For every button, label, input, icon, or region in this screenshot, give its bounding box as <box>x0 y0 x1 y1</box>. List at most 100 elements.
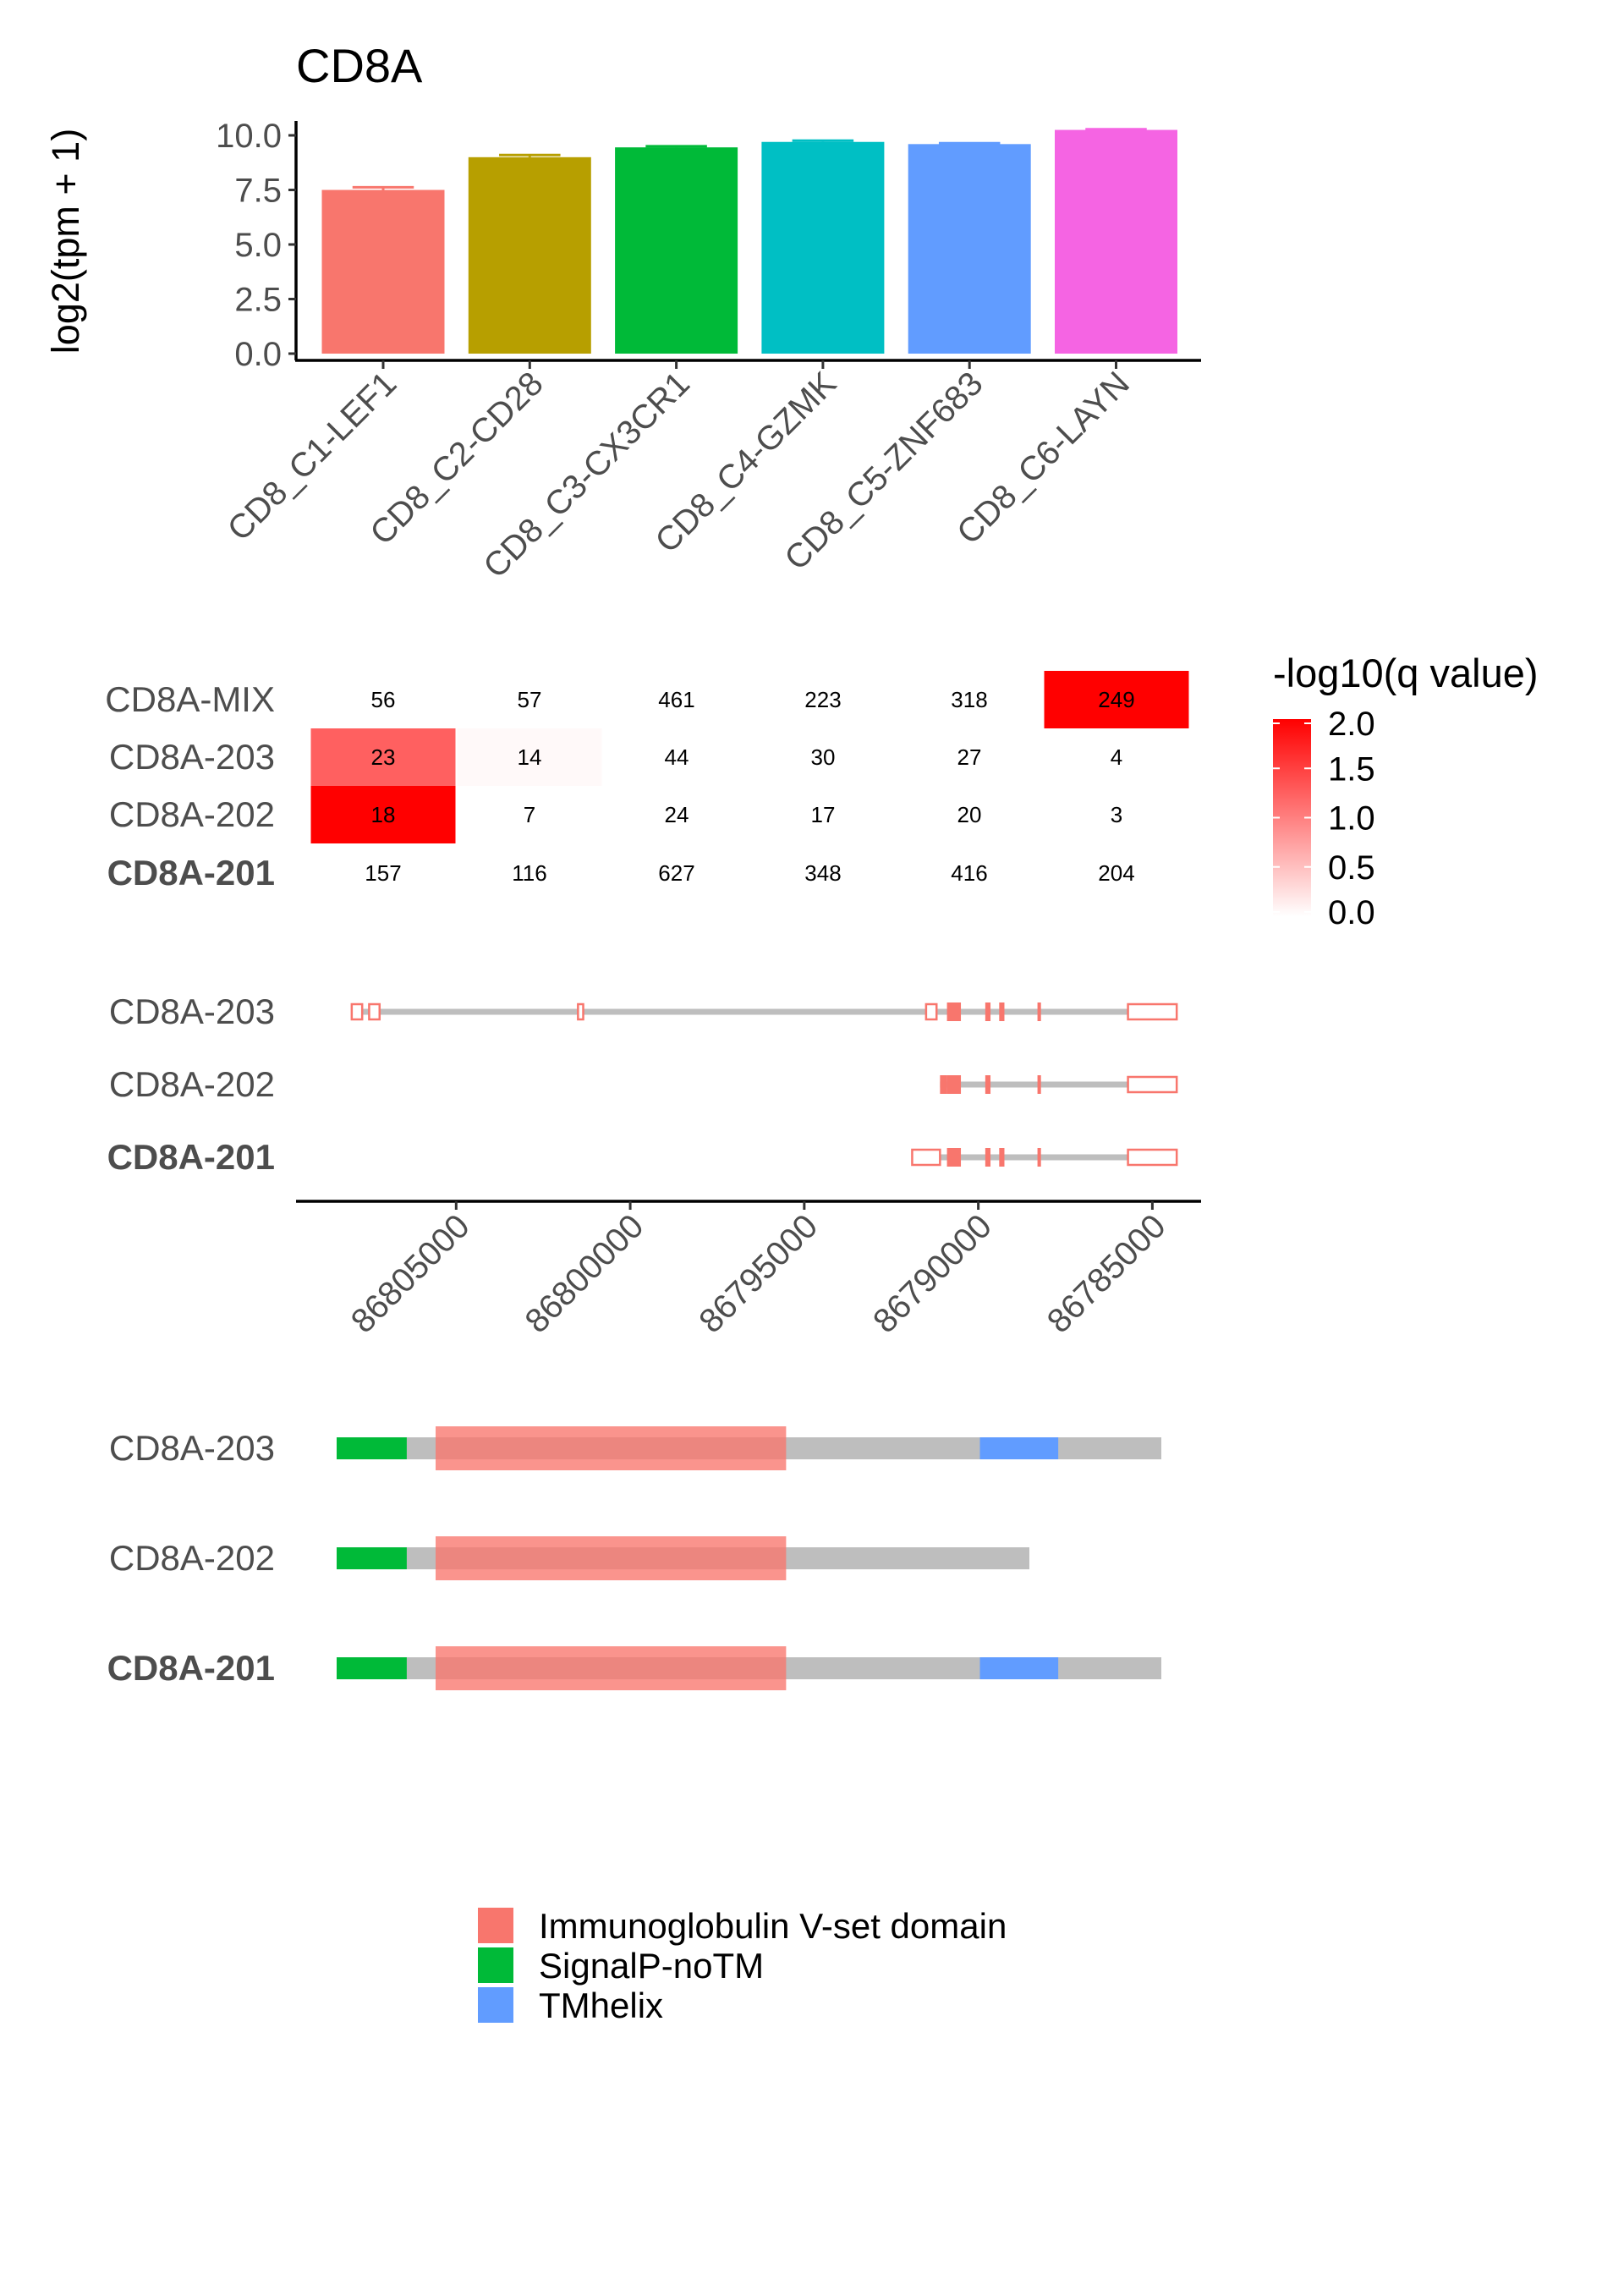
protein-row-label: CD8A-203 <box>109 1428 275 1468</box>
colorbar-tick-label: 0.5 <box>1328 849 1375 887</box>
heatmap-row-label: CD8A-MIX <box>105 679 275 719</box>
colorbar-tick-label: 0.0 <box>1328 894 1375 931</box>
heatmap-row-label: CD8A-202 <box>109 794 275 834</box>
domain-signalp-notm <box>337 1657 407 1679</box>
coding-exon <box>985 1002 991 1021</box>
coding-exon <box>946 1148 962 1167</box>
colorbar-tick-label: 1.0 <box>1328 800 1375 838</box>
legend-label: TMhelix <box>539 1986 663 2025</box>
heatmap-colorbar-legend: -log10(q value) 0.0 0.5 1.0 1.5 2.0 <box>1273 651 1539 931</box>
heatmap-cell <box>1044 671 1189 728</box>
domain-immunoglobulin-v-set-domain <box>436 1426 787 1470</box>
heatmap-cell-label: 4 <box>1111 744 1122 770</box>
coding-exon <box>940 1075 947 1094</box>
y-tick-label: 7.5 <box>234 173 282 210</box>
heatmap-cell-label: 116 <box>512 860 546 886</box>
gene-models <box>350 1002 1178 1167</box>
heatmap-cell <box>457 728 602 786</box>
heatmap-cell <box>310 728 456 786</box>
gene-row-labels: CD8A-203 CD8A-202 CD8A-201 <box>107 991 275 1177</box>
legend-label: SignalP-noTM <box>539 1946 764 1986</box>
heatmap-panel: 56 57 461 223 318 249 23 14 44 30 27 4 18 7 24 17 20 3 157… <box>105 651 1538 931</box>
heatmap-cell-label: 348 <box>804 860 841 886</box>
heatmap-cell-label: 204 <box>1098 860 1134 886</box>
heatmap-cell-label: 18 <box>371 802 396 827</box>
heatmap-cell-label: 223 <box>804 687 841 712</box>
y-tick-label: 0.0 <box>234 336 282 373</box>
bar-y-ticks: 0.0 2.5 5.0 7.5 10.0 <box>216 118 296 373</box>
bar-CD8_C6-LAYN <box>1055 129 1177 354</box>
heatmap-cell-label: 249 <box>1098 687 1134 712</box>
protein-row-label: CD8A-202 <box>109 1538 275 1578</box>
domain-tmhelix <box>979 1657 1059 1679</box>
colorbar-tick-label: 1.5 <box>1328 750 1375 788</box>
domain-tmhelix <box>979 1437 1059 1459</box>
heatmap-cell <box>310 786 456 843</box>
coding-exon <box>1037 1002 1041 1021</box>
domain-signalp-notm <box>337 1547 407 1569</box>
bar-CD8_C1-LEF1 <box>321 190 445 354</box>
heatmap-cell-label: 23 <box>371 744 396 770</box>
legend-label: Immunoglobulin V-set domain <box>539 1906 1007 1946</box>
heatmap-cell-label: 57 <box>518 687 542 712</box>
gene-row-label: CD8A-201 <box>107 1137 275 1177</box>
gene-row-label: CD8A-202 <box>109 1064 275 1104</box>
heatmap-cell-label: 17 <box>811 802 836 827</box>
bar-CD8_C2-CD28 <box>468 157 591 354</box>
utr-exon <box>1127 1075 1178 1094</box>
domain-immunoglobulin-v-set-domain <box>436 1536 787 1580</box>
coding-exon <box>1037 1075 1041 1094</box>
heatmap-row-label: CD8A-201 <box>107 853 275 893</box>
domain-immunoglobulin-v-set-domain <box>436 1646 787 1690</box>
protein-models <box>337 1426 1161 1690</box>
utr-exon <box>911 1148 941 1167</box>
coding-exon <box>999 1148 1005 1167</box>
heatmap-cell-label: 461 <box>658 687 694 712</box>
coding-exon <box>985 1148 991 1167</box>
domain-signalp-notm <box>337 1437 407 1459</box>
domain-legend: Immunoglobulin V-set domainSignalP-noTMT… <box>478 1906 1007 2025</box>
heatmap-row-label: CD8A-203 <box>109 737 275 777</box>
legend-swatch <box>478 1947 513 1983</box>
utr-exon <box>1127 1002 1178 1021</box>
heatmap-cell-label: 20 <box>957 802 982 827</box>
bar-CD8_C3-CX3CR1 <box>615 147 738 354</box>
chart-title: CD8A <box>296 39 423 92</box>
heatmap-cell-label: 24 <box>665 802 689 827</box>
heatmap-cell-label: 27 <box>957 744 982 770</box>
utr-exon <box>924 1002 938 1021</box>
heatmap-cell-label: 627 <box>658 860 694 886</box>
protein-row-label: CD8A-201 <box>107 1648 275 1688</box>
coding-exon <box>946 1075 962 1094</box>
protein-domain-panel: CD8A-203 CD8A-202 CD8A-201 Immunoglobulin … <box>107 1426 1161 2025</box>
colorbar-ticks: 0.0 0.5 1.0 1.5 2.0 <box>1273 706 1375 931</box>
y-tick-label: 2.5 <box>234 282 282 319</box>
heatmap-cell-label: 56 <box>371 687 396 712</box>
bar-series <box>321 128 1177 354</box>
y-axis-label: log2(tpm + 1) <box>44 129 87 354</box>
colorbar-title: -log10(q value) <box>1273 651 1539 695</box>
heatmap-cell-label: 14 <box>518 744 542 770</box>
utr-exon <box>1127 1148 1178 1167</box>
heatmap-cell-label: 30 <box>811 744 836 770</box>
utr-exon <box>368 1002 381 1021</box>
heatmap-cell-label: 3 <box>1111 802 1122 827</box>
coding-exon <box>946 1002 962 1021</box>
heatmap-cell-label: 318 <box>951 687 987 712</box>
y-tick-label: 5.0 <box>234 227 282 264</box>
utr-exon <box>577 1002 584 1021</box>
heatmap-cell-label: 157 <box>365 860 401 886</box>
coding-exon <box>985 1075 991 1094</box>
heatmap-cell-label: 7 <box>524 802 535 827</box>
bar-CD8_C5-ZNF683 <box>908 144 1031 354</box>
coding-exon <box>1037 1148 1041 1167</box>
gene-row-label: CD8A-203 <box>109 991 275 1031</box>
legend-swatch <box>478 1987 513 2023</box>
utr-exon <box>350 1002 364 1021</box>
heatmap-row-labels: CD8A-MIX CD8A-203 CD8A-202 CD8A-201 <box>105 679 275 893</box>
bar-CD8_C4-GZMK <box>761 141 885 354</box>
colorbar-tick-label: 2.0 <box>1328 706 1375 743</box>
legend-swatch <box>478 1908 513 1943</box>
